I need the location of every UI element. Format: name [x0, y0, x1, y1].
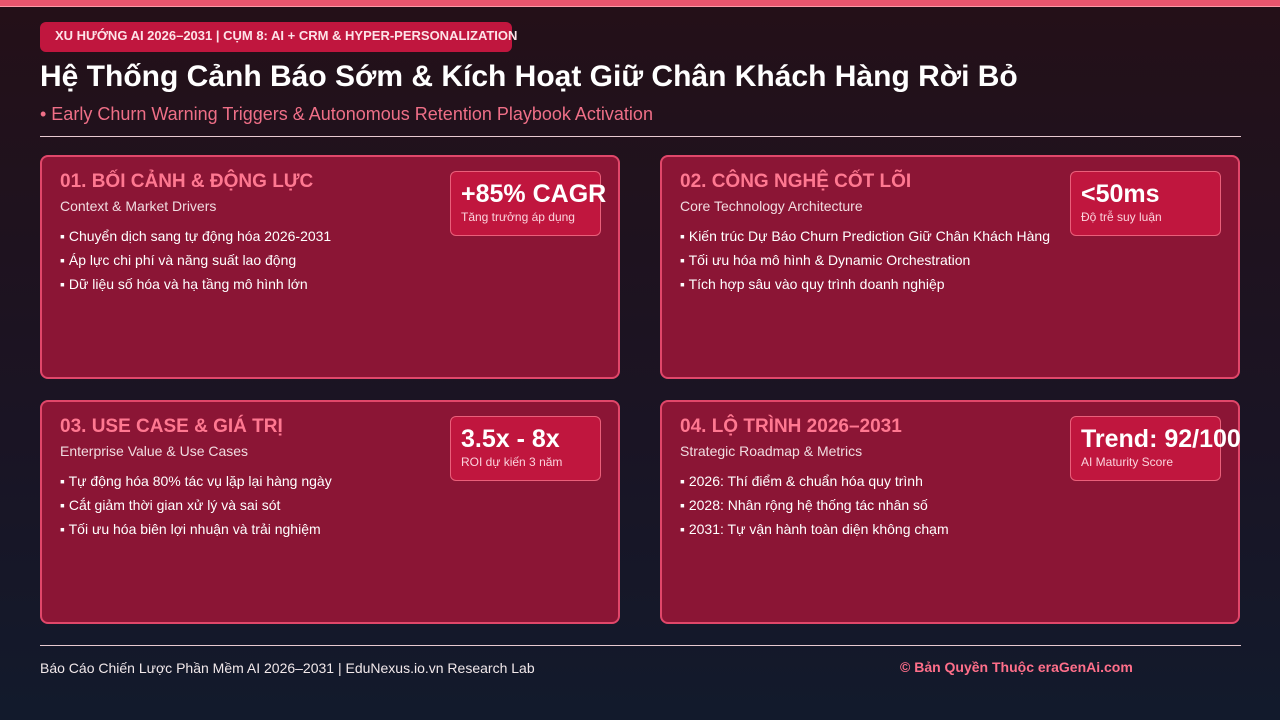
bullet: 2031: Tự vận hành toàn diện không chạm: [680, 520, 949, 544]
badge-value: <50ms: [1081, 180, 1160, 208]
card: 01. BỐI CẢNH & ĐỘNG LỰC Context & Market …: [40, 155, 620, 379]
bullet: Tối ưu hóa mô hình & Dynamic Orchestrati…: [680, 251, 1050, 275]
footer-left: Báo Cáo Chiến Lược Phần Mềm AI 2026–2031…: [40, 660, 535, 676]
badge: Trend: 92/100 AI Maturity Score: [1070, 416, 1241, 481]
card-subtitle: Enterprise Value & Use Cases: [60, 443, 249, 459]
divider: [40, 645, 1241, 646]
card: 03. USE CASE & GIÁ TRỊ Enterprise Value &…: [40, 400, 620, 624]
bullet: 2026: Thí điểm & chuẩn hóa quy trình: [680, 472, 949, 496]
badge: <50ms Độ trễ suy luận: [1070, 171, 1221, 236]
bullet: Áp lực chi phí và năng suất lao động: [60, 251, 331, 275]
card-title: 03. USE CASE & GIÁ TRỊ: [60, 416, 283, 437]
footer-right: © Bản Quyền Thuộc eraGenAi.com: [900, 659, 1133, 675]
bullet: Kiến trúc Dự Báo Churn Prediction Giữ Ch…: [680, 227, 1050, 251]
badge-value: Trend: 92/100: [1081, 425, 1241, 453]
bullet: Tối ưu hóa biên lợi nhuận và trải nghiệm: [60, 520, 332, 544]
card-subtitle: Core Technology Architecture: [680, 198, 863, 214]
card-subtitle: Context & Market Drivers: [60, 198, 217, 214]
bullet-list: Chuyển dịch sang tự động hóa 2026-2031Áp…: [60, 227, 331, 299]
bullet: 2028: Nhân rộng hệ thống tác nhân số: [680, 496, 949, 520]
title: Hệ Thống Cảnh Báo Sớm & Kích Hoạt Giữ Ch…: [40, 60, 1018, 93]
badge-label: AI Maturity Score: [1081, 455, 1174, 469]
card: 04. LỘ TRÌNH 2026–2031 Strategic Roadmap …: [660, 400, 1241, 624]
tag: XU HƯỚNG AI 2026–2031 | CỤM 8: AI + CRM …: [40, 22, 517, 52]
bullet: Tích hợp sâu vào quy trình doanh nghiệp: [680, 275, 1050, 299]
badge-label: Độ trễ suy luận: [1081, 210, 1162, 224]
badge: +85% CAGR Tăng trưởng áp dụng: [450, 171, 607, 236]
bullet-list: Kiến trúc Dự Báo Churn Prediction Giữ Ch…: [680, 227, 1050, 299]
bullet: Tự động hóa 80% tác vụ lặp lại hàng ngày: [60, 472, 332, 496]
divider: [40, 136, 1241, 137]
card-subtitle: Strategic Roadmap & Metrics: [680, 443, 863, 459]
badge: 3.5x - 8x ROI dự kiến 3 năm: [450, 416, 601, 481]
bullet: Dữ liệu số hóa và hạ tầng mô hình lớn: [60, 275, 331, 299]
card-title: 01. BỐI CẢNH & ĐỘNG LỰC: [60, 171, 314, 192]
bullet: Chuyển dịch sang tự động hóa 2026-2031: [60, 227, 331, 251]
badge-label: Tăng trưởng áp dụng: [461, 210, 575, 224]
card-title: 02. CÔNG NGHỆ CỐT LÕI: [680, 171, 912, 192]
bullet-list: 2026: Thí điểm & chuẩn hóa quy trình2028…: [680, 472, 949, 544]
top-bar: [0, 0, 1280, 7]
badge-value: 3.5x - 8x: [461, 425, 560, 453]
subtitle: • Early Churn Warning Triggers & Autonom…: [40, 104, 653, 124]
badge-label: ROI dự kiến 3 năm: [461, 455, 563, 469]
card: 02. CÔNG NGHỆ CỐT LÕI Core Technology Arc…: [660, 155, 1240, 379]
badge-value: +85% CAGR: [461, 180, 607, 208]
bullet-list: Tự động hóa 80% tác vụ lặp lại hàng ngày…: [60, 472, 332, 544]
bullet: Cắt giảm thời gian xử lý và sai sót: [60, 496, 332, 520]
card-title: 04. LỘ TRÌNH 2026–2031: [680, 416, 902, 437]
